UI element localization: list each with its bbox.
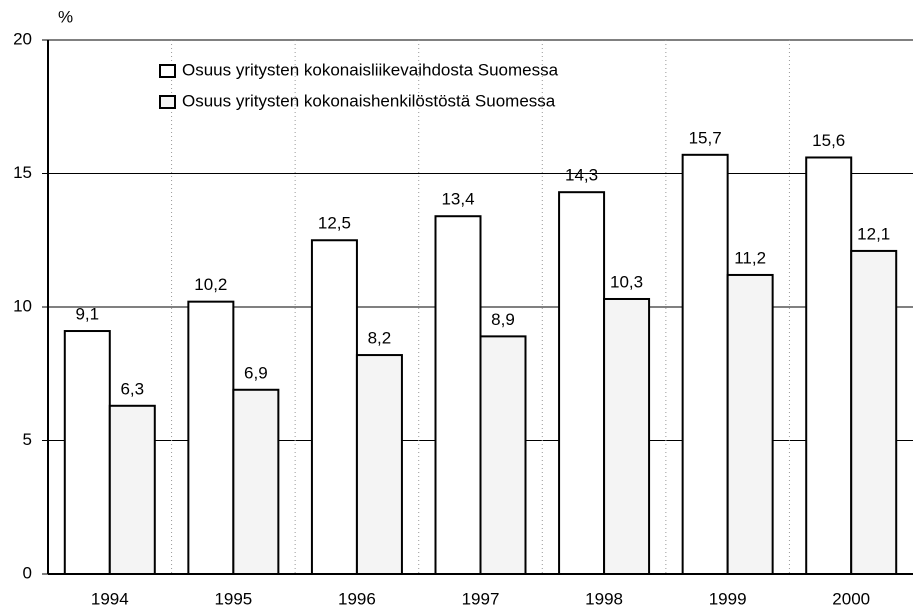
x-tick-label: 1998 [585,589,623,608]
bar [434,215,482,575]
bar [355,354,403,575]
bar [726,273,774,575]
x-tick-label: 1995 [214,589,252,608]
value-label: 10,2 [194,275,227,294]
bar [479,335,527,575]
value-label: 10,3 [610,272,643,291]
value-label: 8,2 [368,329,392,348]
value-label: 6,3 [120,379,144,398]
legend-swatch [159,64,176,78]
value-label: 12,5 [318,214,351,233]
legend-label: Osuus yritysten kokonaisliikevaihdosta S… [182,60,559,79]
bar [63,330,111,575]
bar [108,404,156,576]
bar [603,297,651,575]
bar [310,239,358,575]
value-label: 9,1 [75,305,99,324]
bar [681,153,729,575]
value-label: 15,7 [689,128,722,147]
x-tick-label: 1999 [709,589,747,608]
bar [805,156,853,575]
y-tick-label: 0 [23,563,32,582]
value-label: 12,1 [857,224,890,243]
legend-label: Osuus yritysten kokonaishenkilöstöstä Su… [182,91,556,110]
value-label: 8,9 [491,310,515,329]
value-label: 14,3 [565,166,598,185]
bar [187,300,235,575]
y-axis-label: % [58,7,73,26]
y-tick-label: 15 [13,163,32,182]
value-label: 13,4 [441,190,474,209]
bar [232,388,280,575]
y-tick-label: 5 [23,430,32,449]
legend-swatch [159,95,176,109]
x-tick-label: 1997 [462,589,500,608]
y-tick-label: 20 [13,29,32,48]
x-tick-label: 1996 [338,589,376,608]
x-tick-label: 1994 [91,589,129,608]
value-label: 11,2 [734,248,766,267]
x-tick-label: 2000 [832,589,870,608]
value-label: 6,9 [244,363,268,382]
value-label: 15,6 [812,131,845,150]
y-tick-label: 10 [13,296,32,315]
bar [850,249,898,575]
bar [558,191,606,575]
